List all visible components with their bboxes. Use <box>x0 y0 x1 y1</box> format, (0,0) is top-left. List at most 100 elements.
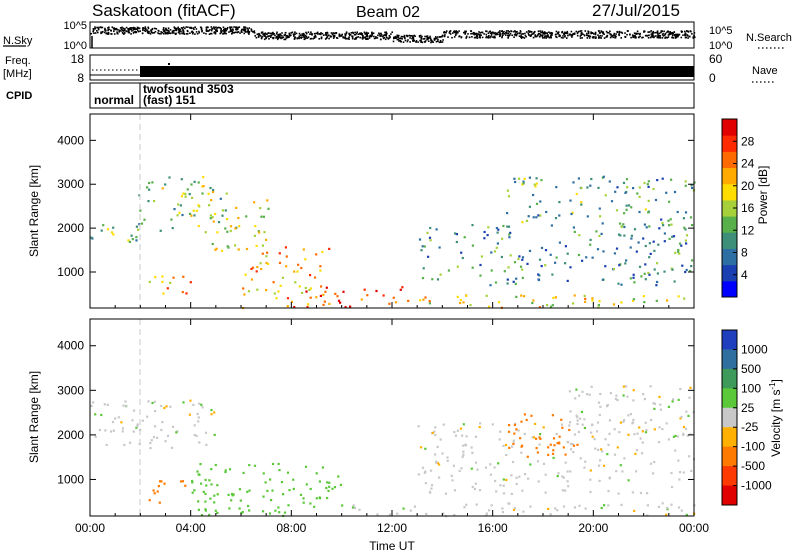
echo-cell <box>512 439 515 442</box>
echo-cell <box>575 414 578 417</box>
echo-cell <box>549 513 552 516</box>
nsky-point <box>473 33 475 35</box>
nsky-point <box>498 33 500 36</box>
nsky-point <box>158 32 160 35</box>
nsky-point <box>312 37 314 40</box>
nsky-point <box>302 32 305 35</box>
echo-cell <box>518 177 521 180</box>
echo-cell <box>535 177 538 180</box>
nsky-point <box>403 36 406 39</box>
echo-cell <box>196 412 199 416</box>
echo-cell <box>288 489 291 492</box>
nsky-point <box>269 32 272 35</box>
nsky-point <box>361 38 364 40</box>
nsky-point <box>435 40 438 43</box>
nsky-point <box>100 31 103 34</box>
nsky-point <box>384 38 387 41</box>
x-tick-label: 00:00 <box>679 521 709 535</box>
echo-cell <box>669 218 672 221</box>
echo-cell <box>684 184 687 187</box>
nsky-point <box>656 30 659 32</box>
nsky-point <box>661 37 664 39</box>
echo-cell <box>564 262 567 265</box>
echo-cell <box>189 399 192 402</box>
nsky-point <box>562 35 564 37</box>
freq-label-line1: Freq. <box>5 55 31 67</box>
nsky-point <box>447 36 449 38</box>
power-heatmap <box>90 175 696 310</box>
nsky-point <box>113 28 116 31</box>
echo-cell <box>313 505 316 508</box>
echo-cell <box>161 421 164 424</box>
echo-cell <box>528 205 531 208</box>
echo-cell <box>636 432 639 435</box>
echo-cell <box>490 504 493 507</box>
nsky-point <box>315 32 317 35</box>
freq-fast-block <box>140 66 694 77</box>
nsky-point <box>534 30 536 33</box>
echo-cell <box>453 489 456 492</box>
nsky-point <box>493 32 495 35</box>
nsky-point <box>427 40 430 42</box>
nsky-point <box>675 36 678 38</box>
nsky-point <box>164 31 167 33</box>
nsky-point <box>164 32 167 35</box>
nsky-point <box>487 36 489 39</box>
nsky-point <box>205 32 207 35</box>
echo-cell <box>672 435 675 438</box>
echo-cell <box>456 295 459 298</box>
echo-cell <box>510 445 514 448</box>
echo-cell <box>616 186 619 189</box>
nsky-point <box>687 35 689 37</box>
echo-cell <box>454 232 457 235</box>
nsky-point <box>563 33 565 35</box>
nsky-point <box>613 32 616 35</box>
nsky-point <box>205 26 208 29</box>
echo-cell <box>598 413 601 417</box>
nsky-point <box>485 33 488 36</box>
nsky-point <box>476 35 479 37</box>
echo-cell <box>520 420 523 423</box>
echo-cell <box>573 433 576 436</box>
echo-cell <box>325 286 328 289</box>
echo-cell <box>638 265 642 268</box>
nsky-point <box>282 36 285 38</box>
nsky-point <box>691 33 693 35</box>
nsky-point <box>409 37 411 39</box>
nsky-point <box>402 36 404 38</box>
echo-cell <box>148 499 151 502</box>
echo-cell <box>554 296 557 299</box>
nsky-point <box>433 37 436 40</box>
echo-cell <box>423 245 426 248</box>
nsky-point <box>661 34 664 36</box>
nsky-panel: N.Sky 10^5 10^0 10^5 10^0 N.Search <box>3 20 792 52</box>
nsky-point <box>157 32 159 34</box>
nsky-point <box>452 32 454 34</box>
nsky-point <box>284 33 286 36</box>
nsky-point <box>346 38 348 40</box>
echo-cell <box>506 282 509 285</box>
echo-cell <box>353 506 357 510</box>
echo-cell <box>421 245 424 248</box>
echo-cell <box>327 489 330 492</box>
colorbar-tick-label: 28 <box>741 134 755 148</box>
nsky-point <box>132 26 135 29</box>
echo-cell <box>462 423 465 426</box>
echo-cell <box>152 436 155 439</box>
freq-label-line2: [MHz] <box>3 68 32 80</box>
nsky-point <box>328 37 330 40</box>
echo-cell <box>182 192 185 195</box>
nsky-point <box>448 32 451 34</box>
echo-cell <box>599 405 602 408</box>
nsky-point <box>335 32 338 34</box>
nsky-point <box>143 29 146 32</box>
nsky-point <box>606 31 609 34</box>
nsky-point <box>398 34 400 37</box>
echo-cell <box>562 505 566 508</box>
nsky-point <box>620 37 622 39</box>
nsky-point <box>451 36 453 39</box>
nsky-point <box>565 32 568 34</box>
echo-cell <box>604 438 607 441</box>
echo-cell <box>607 504 610 507</box>
